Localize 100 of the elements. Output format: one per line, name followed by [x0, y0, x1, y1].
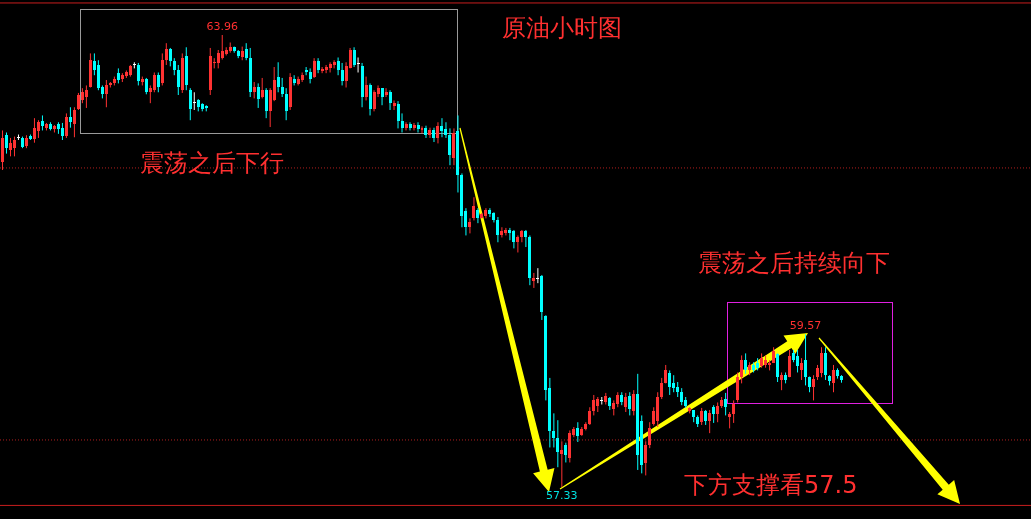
candlestick — [600, 396, 604, 406]
candlestick — [64, 112, 68, 139]
candlestick — [188, 87, 192, 121]
candlestick — [592, 394, 596, 416]
candlestick — [324, 64, 328, 74]
candlestick — [740, 354, 744, 384]
candlestick — [716, 401, 720, 423]
candlestick — [500, 226, 504, 238]
candlestick — [372, 89, 376, 112]
candlestick — [472, 196, 476, 221]
candlestick — [312, 57, 316, 79]
candlestick — [284, 87, 288, 121]
candlestick — [4, 131, 8, 155]
candlestick — [516, 234, 520, 253]
candlestick — [660, 377, 664, 400]
candlestick — [812, 374, 816, 401]
candlestick — [216, 49, 220, 69]
candlestick — [396, 100, 400, 129]
candlestick — [744, 352, 748, 375]
chart-title: 原油小时图 — [502, 14, 622, 42]
candlestick — [560, 440, 564, 488]
candlestick — [504, 227, 508, 236]
candlestick — [708, 409, 712, 434]
candlestick — [668, 369, 672, 396]
candlestick — [648, 421, 652, 449]
candlestick — [380, 87, 384, 106]
candlestick — [824, 346, 828, 381]
candlestick — [340, 62, 344, 86]
candlestick — [256, 82, 260, 109]
candlestick — [104, 79, 108, 108]
candlestick — [276, 61, 280, 93]
candlestick — [536, 267, 540, 284]
candlestick — [356, 57, 360, 73]
candlestick — [168, 47, 172, 67]
candlestick — [732, 399, 736, 424]
candlestick — [164, 42, 168, 66]
candlestick — [136, 62, 140, 86]
candlestick — [332, 59, 336, 69]
candlestick — [156, 72, 160, 93]
candlestick — [152, 72, 156, 93]
candlestick — [320, 66, 324, 74]
candlestick — [352, 46, 356, 68]
candlestick — [384, 87, 388, 98]
candlestick — [8, 137, 12, 157]
candlestick — [576, 421, 580, 443]
candlestick — [260, 77, 264, 99]
candlestick — [776, 352, 780, 383]
annotation: 下方支撑看57.5 — [684, 471, 858, 499]
candlestick — [308, 67, 312, 84]
candlestick — [476, 207, 480, 224]
annotation: 震荡之后持续向下 — [698, 249, 890, 277]
candlestick — [736, 371, 740, 403]
candlestick — [800, 357, 804, 381]
candlestick — [368, 82, 372, 116]
candlestick — [724, 392, 728, 416]
candlestick — [32, 117, 36, 144]
candlestick — [624, 392, 628, 413]
candlestick — [556, 419, 560, 468]
candlestick — [508, 227, 512, 241]
candlestick — [404, 121, 408, 131]
candlestick — [328, 61, 332, 73]
candlestick — [412, 122, 416, 131]
candlestick — [820, 346, 824, 378]
annotation: 57.33 — [546, 489, 578, 502]
candlestick — [644, 440, 648, 476]
candlestick — [300, 72, 304, 83]
candlestick — [176, 64, 180, 96]
candlestick — [628, 391, 632, 416]
candlestick — [468, 217, 472, 234]
candlestick — [1, 129, 4, 171]
candlestick — [416, 121, 420, 133]
candlestick — [364, 76, 368, 101]
candlestick — [280, 77, 284, 98]
candlestick — [552, 412, 556, 448]
candlestick — [428, 127, 432, 139]
annotation: 59.57 — [789, 319, 822, 333]
candlestick — [512, 229, 516, 249]
candlestick — [68, 106, 72, 129]
candlestick — [72, 106, 76, 138]
candlestick — [564, 442, 568, 463]
candlestick — [408, 121, 412, 131]
annotation: 震荡之后下行 — [140, 149, 284, 177]
candlestick — [656, 391, 660, 428]
candlestick — [12, 136, 16, 157]
candlestick — [496, 216, 500, 243]
candlestick — [532, 272, 536, 289]
candlestick — [220, 34, 224, 61]
candlestick — [388, 89, 392, 111]
candlestick — [264, 87, 268, 119]
candlestick — [440, 117, 444, 138]
candlestick — [804, 333, 808, 386]
candlestick — [392, 99, 396, 111]
candlestick — [160, 52, 164, 86]
candlestick — [436, 121, 440, 144]
candlestick — [788, 349, 792, 378]
candlestick — [632, 389, 636, 416]
candlestick — [796, 349, 800, 373]
annotation: 63.96 — [206, 20, 238, 33]
candlestick — [84, 84, 88, 109]
candlestick — [96, 59, 100, 91]
